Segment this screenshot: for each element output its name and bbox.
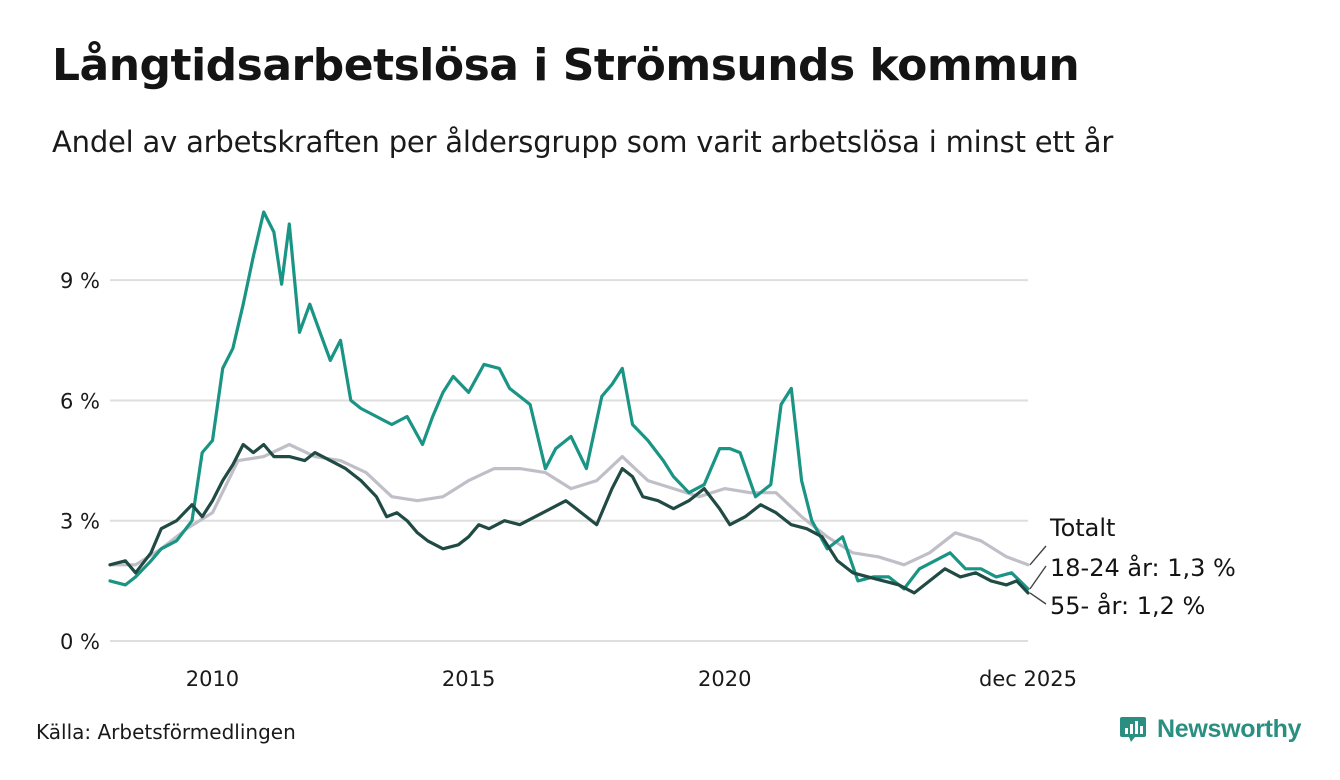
y-tick-label: 0 % — [60, 630, 100, 654]
chart-title: Långtidsarbetslösa i Strömsunds kommun — [52, 40, 1080, 91]
x-tick-label: dec 2025 — [979, 667, 1077, 691]
y-tick-label: 6 % — [60, 389, 100, 413]
series-end-labels: Totalt 18-24 år: 1,3 % 55- år: 1,2 % — [1029, 514, 1236, 620]
series-label-age55: 55- år: 1,2 % — [1050, 591, 1205, 620]
series-line-age18_24 — [108, 210, 1030, 591]
series-label-totalt: Totalt — [1049, 514, 1115, 542]
x-tick-label: 2015 — [442, 667, 495, 691]
chart-subtitle: Andel av arbetskraften per åldersgrupp s… — [52, 125, 1114, 159]
brand-name: Newsworthy — [1157, 714, 1302, 743]
source-note: Källa: Arbetsförmedlingen — [36, 720, 296, 744]
y-tick-label: 9 % — [60, 269, 100, 293]
series-line-age55 — [108, 442, 1030, 595]
label-connector — [1029, 592, 1047, 605]
series-line-totalt — [108, 442, 1030, 567]
gridlines — [110, 279, 1028, 642]
series-lines — [108, 210, 1030, 595]
series-label-age18_24: 18-24 år: 1,3 % — [1050, 553, 1236, 582]
x-tick-label: 2020 — [698, 667, 751, 691]
x-tick-label: 2010 — [186, 667, 239, 691]
label-connector — [1029, 565, 1047, 590]
label-connector — [1029, 545, 1047, 566]
y-axis-ticks: 0 % 3 % 6 % 9 % — [60, 269, 100, 654]
line-chart: 0 % 3 % 6 % 9 % 2010 2015 2020 dec 2025 Totalt… — [60, 210, 1236, 691]
y-tick-label: 3 % — [60, 510, 100, 534]
brand-logo[interactable]: Newsworthy — [1118, 714, 1302, 744]
newsworthy-logo-icon — [1120, 717, 1146, 742]
x-axis-ticks: 2010 2015 2020 dec 2025 — [186, 667, 1077, 691]
